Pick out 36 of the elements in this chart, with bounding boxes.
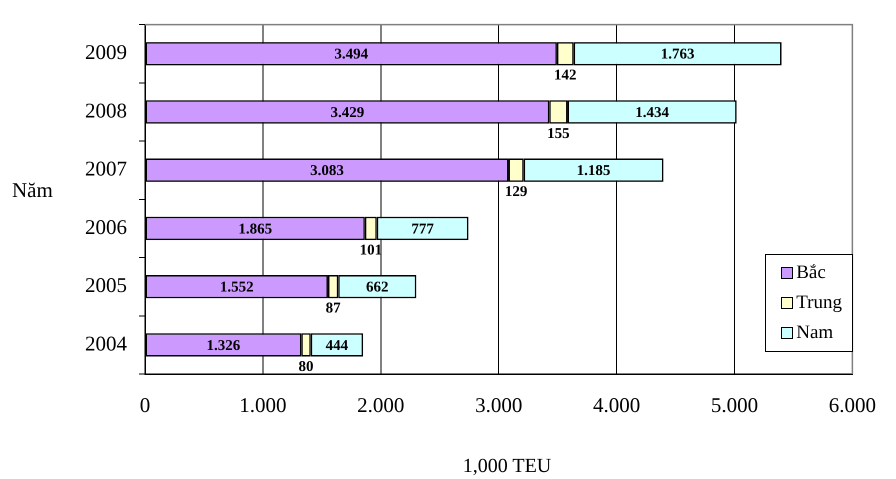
data-label: 1.552: [220, 280, 254, 296]
x-tick-label: 4.000: [592, 393, 640, 418]
data-label: 444: [326, 338, 349, 354]
x-tick-label: 1.000: [239, 393, 287, 418]
y-tick-label: 2005: [85, 273, 127, 298]
data-label: 80: [298, 358, 314, 375]
y-tick-label: 2004: [85, 331, 128, 356]
y-tick-label: 2009: [85, 40, 127, 64]
legend-label: Trung: [796, 292, 842, 314]
data-label: 87: [326, 300, 342, 317]
data-label: 3.429: [330, 104, 364, 121]
data-label: 3.083: [310, 163, 344, 180]
data-label: 662: [366, 280, 389, 296]
x-axis-title: 1,000 TEU: [462, 455, 552, 477]
data-label: 1.185: [576, 163, 610, 180]
y-tick-label: 2008: [85, 98, 127, 122]
data-label: 101: [360, 242, 382, 258]
y-axis-title: Năm: [12, 178, 53, 202]
x-tick-label: 2.000: [357, 393, 404, 418]
data-label: 1.434: [635, 104, 670, 121]
x-tick-label: 6.000: [828, 393, 876, 418]
data-label: 1.763: [660, 46, 694, 63]
y-tick-label: 2007: [85, 156, 127, 181]
data-label: 3.494: [334, 46, 369, 63]
data-label: 129: [504, 184, 528, 200]
y-tick-label: 2006: [85, 214, 127, 239]
legend-label: Nam: [796, 322, 834, 344]
data-label: 777: [411, 221, 434, 238]
data-label: 1.865: [238, 221, 272, 238]
data-label: 142: [554, 68, 577, 84]
x-tick-label: 5.000: [710, 393, 758, 418]
x-tick-label: 3.000: [475, 393, 522, 418]
data-label: 1.326: [206, 338, 241, 354]
legend-label: Bắc: [796, 262, 826, 284]
x-tick-label: 0: [140, 393, 150, 418]
data-label: 155: [547, 126, 570, 142]
